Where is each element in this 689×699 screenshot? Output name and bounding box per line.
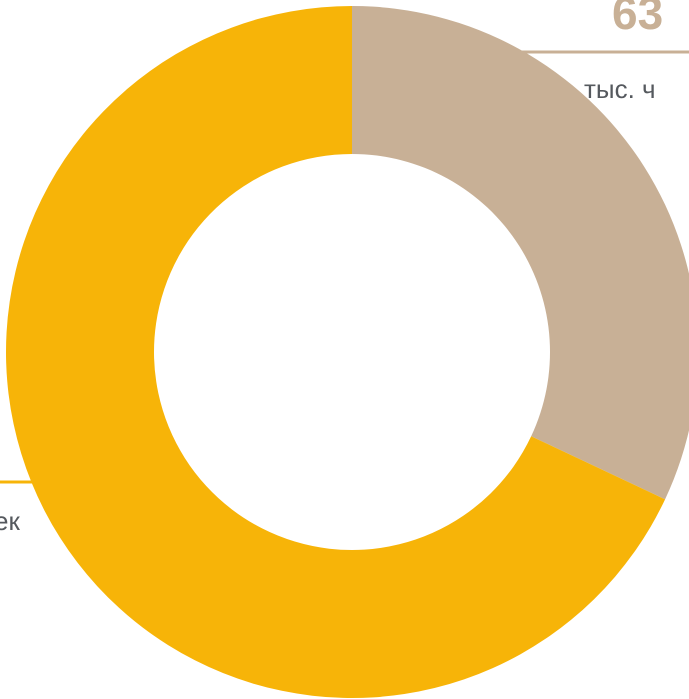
donut-slice-2 <box>6 6 666 698</box>
callout-unit-left: ек <box>0 506 20 536</box>
callouts: 63 тыс. ч ек <box>0 0 689 536</box>
donut-slices <box>6 6 689 698</box>
donut-slice-1 <box>352 6 689 500</box>
callout-number-top-right: 63 <box>612 0 663 39</box>
callout-unit-top-right: тыс. ч <box>584 74 656 104</box>
